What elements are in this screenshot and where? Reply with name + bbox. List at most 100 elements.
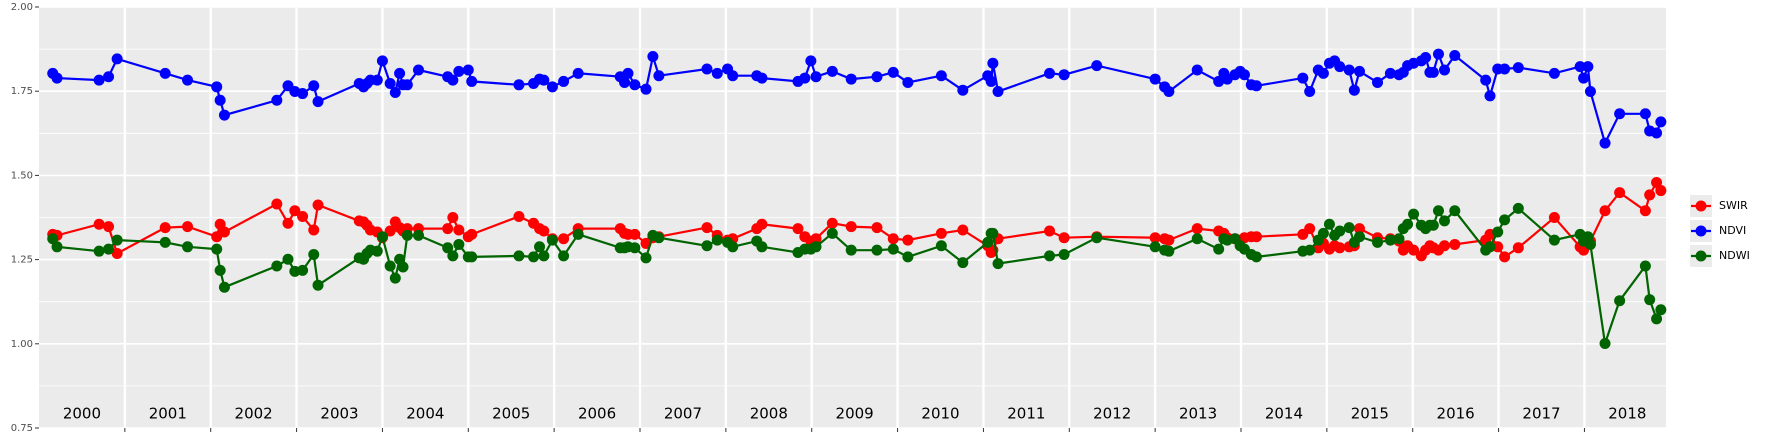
data-point (845, 221, 857, 233)
data-point (756, 72, 768, 84)
data-point (401, 229, 413, 241)
data-point (902, 251, 914, 263)
data-point (1614, 295, 1626, 307)
data-point (1343, 64, 1355, 76)
data-point (312, 96, 324, 108)
data-point (289, 205, 301, 217)
data-point (1644, 294, 1656, 306)
data-point (1317, 227, 1329, 239)
year-label: 2006 (578, 405, 616, 423)
data-point (1449, 238, 1461, 250)
y-tick-label: 1.50 (11, 170, 33, 181)
data-point (1384, 67, 1396, 79)
y-tick-label: 1.75 (11, 86, 33, 97)
data-point (513, 79, 525, 91)
data-point (111, 248, 123, 260)
data-point (871, 222, 883, 234)
year-label: 2014 (1265, 405, 1303, 423)
data-point (1651, 176, 1663, 188)
data-point (1512, 202, 1524, 214)
data-point (1599, 205, 1611, 217)
data-point (756, 218, 768, 230)
data-point (1393, 233, 1405, 245)
data-point (1163, 86, 1175, 98)
data-point (1334, 61, 1346, 73)
year-label: 2011 (1007, 405, 1045, 423)
data-point (159, 67, 171, 79)
data-point (538, 250, 550, 262)
data-point (1427, 66, 1439, 78)
data-point (218, 226, 230, 238)
data-point (1449, 205, 1461, 217)
data-point (1499, 63, 1511, 75)
data-point (1250, 80, 1262, 92)
data-point (701, 240, 713, 252)
data-point (826, 227, 838, 239)
data-point (902, 234, 914, 246)
data-point (1644, 189, 1656, 201)
data-point (1432, 205, 1444, 217)
data-point (1238, 69, 1250, 81)
data-point (711, 67, 723, 79)
y-tick-label: 1.25 (11, 255, 33, 266)
data-point (727, 70, 739, 82)
data-point (1655, 185, 1667, 197)
data-point (1317, 67, 1329, 79)
data-point (572, 67, 584, 79)
data-point (182, 241, 194, 253)
data-point (1639, 108, 1651, 120)
data-point (1348, 84, 1360, 96)
data-point (401, 79, 413, 91)
data-point (727, 241, 739, 253)
data-point (701, 63, 713, 75)
data-point (308, 249, 320, 261)
data-point (871, 71, 883, 83)
data-point (1420, 52, 1432, 64)
data-point (1250, 231, 1262, 243)
data-point (1334, 242, 1346, 254)
data-point (572, 228, 584, 240)
data-point (1499, 251, 1511, 263)
data-point (826, 65, 838, 77)
data-point (1353, 223, 1365, 235)
year-label: 2003 (320, 405, 358, 423)
data-point (1323, 218, 1335, 230)
data-point (1512, 242, 1524, 254)
data-point (935, 240, 947, 252)
data-point (312, 279, 324, 291)
data-point (1548, 67, 1560, 79)
data-point (810, 241, 822, 253)
data-point (957, 224, 969, 236)
data-point (622, 67, 634, 79)
data-point (447, 250, 459, 262)
data-point (1058, 249, 1070, 261)
data-point (902, 76, 914, 88)
year-label: 2000 (63, 405, 101, 423)
data-point (1484, 90, 1496, 102)
data-point (1402, 218, 1414, 230)
data-point (1438, 240, 1450, 252)
data-point (1191, 223, 1203, 235)
year-label: 2007 (664, 405, 702, 423)
data-point (308, 80, 320, 92)
data-point (412, 229, 424, 241)
year-label: 2008 (750, 405, 788, 423)
data-point (453, 65, 465, 77)
data-point (214, 94, 226, 106)
data-point (1599, 137, 1611, 149)
data-point (1044, 225, 1056, 237)
data-point (47, 233, 59, 245)
data-point (756, 241, 768, 253)
data-point (376, 55, 388, 67)
data-point (992, 258, 1004, 270)
y-tick-label: 0.75 (11, 423, 33, 434)
data-point (546, 234, 558, 246)
data-point (558, 250, 570, 262)
data-point (653, 232, 665, 244)
data-point (103, 221, 115, 233)
legend-label: NDVI (1719, 224, 1746, 237)
data-point (513, 250, 525, 262)
data-point (384, 260, 396, 272)
data-point (111, 53, 123, 65)
data-point (1639, 260, 1651, 272)
